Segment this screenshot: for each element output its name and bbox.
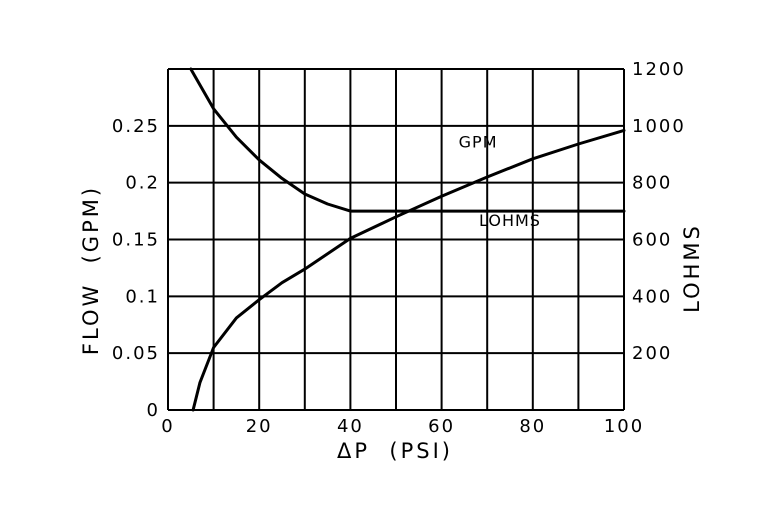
grid bbox=[167, 68, 625, 411]
y-right-tick-label: 400 bbox=[632, 286, 672, 307]
y-right-tick-label: 800 bbox=[632, 173, 672, 194]
gpm-curve-label: GPM bbox=[459, 132, 498, 151]
x-tick-label: 100 bbox=[604, 416, 644, 437]
y-right-tick-label: 1200 bbox=[632, 59, 686, 80]
x-tick-label: 20 bbox=[246, 416, 273, 437]
y-right-tick-label: 1000 bbox=[632, 116, 686, 137]
y-left-tick-label: 0.05 bbox=[112, 343, 160, 364]
tick-labels: 0 20 40 60 80 10000.050.10.150.20.25200400600… bbox=[112, 59, 686, 437]
x-axis-title: ΔP (PSI) bbox=[337, 439, 453, 463]
y-left-tick-label: 0.1 bbox=[125, 286, 160, 307]
lohms-curve bbox=[189, 67, 626, 213]
curves bbox=[189, 67, 626, 412]
y-left-tick-label: 0.2 bbox=[125, 173, 160, 194]
y-left-tick-label: 0.25 bbox=[112, 116, 160, 137]
y-right-tick-label: 600 bbox=[632, 230, 672, 251]
x-tick-label: 80 bbox=[519, 416, 546, 437]
y-right-tick-label: 200 bbox=[632, 343, 672, 364]
y-left-tick-label: 0.15 bbox=[112, 230, 160, 251]
x-tick-label: 0 bbox=[161, 416, 174, 437]
x-tick-label: 40 bbox=[337, 416, 364, 437]
left-y-axis-title: FLOW (GPM) bbox=[79, 185, 103, 355]
gpm-curve bbox=[191, 128, 626, 412]
y-left-tick-label: 0 bbox=[147, 400, 160, 421]
right-y-axis-title: LOHMS bbox=[680, 223, 704, 313]
x-tick-label: 60 bbox=[428, 416, 455, 437]
lohms-curve-label: LOHMS bbox=[479, 211, 541, 230]
